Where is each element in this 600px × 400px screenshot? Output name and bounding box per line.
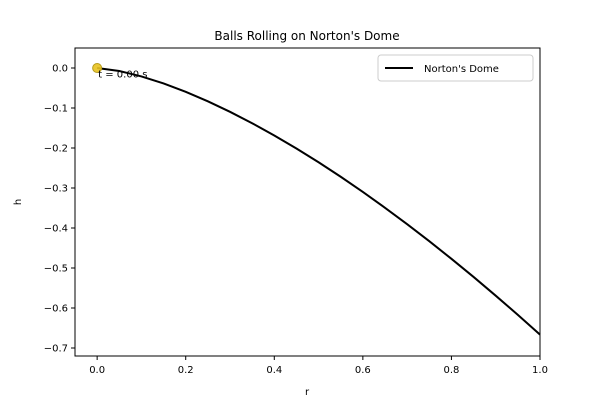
y-axis-label: h: [13, 199, 24, 205]
ball-marker: [92, 63, 103, 73]
y-axis-ticks: 0.0 −0.1 −0.2 −0.3 −0.4 −0.5 −0.6 −0.7: [44, 64, 75, 355]
axes-frame: [74, 47, 541, 357]
y-tick-label: −0.5: [44, 264, 68, 275]
time-annotation: t = 0.00 s: [98, 70, 147, 81]
x-tick-label: 0.2: [178, 365, 194, 376]
legend-frame: [377, 54, 534, 82]
y-tick-label: −0.1: [44, 104, 68, 115]
series-line-nortons-dome: [97, 67, 541, 336]
y-tick-label: −0.3: [44, 184, 68, 195]
y-tick-label: −0.4: [44, 224, 68, 235]
y-tick-label: −0.7: [44, 344, 68, 355]
y-tick-label: −0.6: [44, 304, 68, 315]
y-tick-label: −0.2: [44, 144, 68, 155]
chart-title: Balls Rolling on Norton's Dome: [214, 29, 399, 43]
data-layer: t = 0.00 s: [92, 63, 541, 336]
x-tick-label: 0.6: [355, 365, 371, 376]
y-tick-label: 0.0: [52, 64, 68, 75]
x-axis-label: r: [305, 387, 310, 398]
x-tick-label: 0.8: [443, 365, 459, 376]
plot-area: t = 0.00 s: [74, 47, 541, 357]
x-tick-label: 0.4: [266, 365, 282, 376]
x-axis-ticks: 0.0 0.2 0.4 0.6 0.8 1.0: [89, 356, 548, 376]
x-tick-label: 1.0: [532, 365, 548, 376]
legend: Norton's Dome: [377, 54, 534, 82]
legend-entry-nortons-dome: Norton's Dome: [424, 64, 499, 75]
x-tick-label: 0.0: [89, 365, 105, 376]
